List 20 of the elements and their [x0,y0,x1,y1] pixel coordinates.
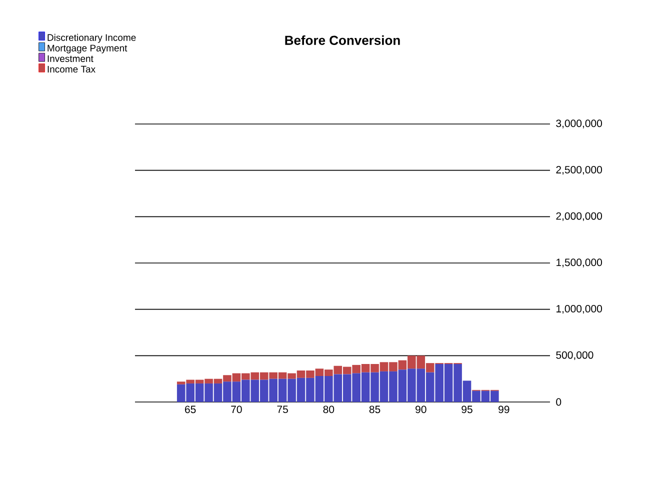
y-tick-label: 1,000,000 [556,305,602,314]
x-tick-label: 99 [498,406,510,414]
legend-label: Income Tax [48,66,96,73]
y-tick-label: 0 [556,398,562,406]
y-tick-label: 500,000 [556,351,594,360]
y-tick-label: 2,500,000 [556,166,602,175]
legend-label: Mortgage Payment [48,44,128,54]
x-tick-label: 85 [369,406,380,414]
legend-label: Investment [48,55,94,62]
x-tick-label: 70 [231,406,242,414]
legend-label: Discretionary Income [48,34,136,43]
x-tick-label: 95 [462,406,472,414]
y-tick-label: 1,500,000 [556,258,602,268]
y-tick-label: 3,000,000 [556,120,602,128]
x-tick-label: 75 [277,406,288,414]
x-tick-label: 90 [416,406,426,414]
chart-title: Before Conversion [285,35,400,45]
y-tick-label: 2,000,000 [556,212,602,222]
x-tick-label: 65 [185,406,196,414]
x-tick-label: 80 [323,406,334,414]
